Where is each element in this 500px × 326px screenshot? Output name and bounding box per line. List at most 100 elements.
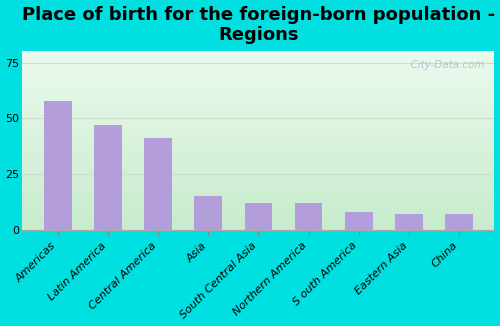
Bar bbox=[22, 199, 494, 200]
Bar bbox=[22, 132, 494, 133]
Bar bbox=[22, 54, 494, 55]
Bar bbox=[22, 210, 494, 211]
Bar bbox=[22, 174, 494, 175]
Bar bbox=[22, 121, 494, 122]
Bar bbox=[22, 168, 494, 169]
Bar bbox=[22, 108, 494, 109]
Bar bbox=[22, 149, 494, 150]
Bar bbox=[22, 177, 494, 178]
Bar bbox=[22, 122, 494, 123]
Bar bbox=[22, 96, 494, 97]
Bar bbox=[22, 77, 494, 78]
Bar bbox=[22, 181, 494, 182]
Bar bbox=[22, 219, 494, 220]
Bar bbox=[22, 70, 494, 71]
Bar bbox=[22, 163, 494, 164]
Bar bbox=[22, 166, 494, 167]
Bar bbox=[22, 55, 494, 56]
Bar bbox=[22, 118, 494, 119]
Bar bbox=[22, 217, 494, 218]
Bar bbox=[22, 175, 494, 176]
Bar bbox=[22, 59, 494, 60]
Bar bbox=[22, 73, 494, 74]
Bar bbox=[22, 188, 494, 189]
Bar bbox=[22, 83, 494, 84]
Bar bbox=[22, 189, 494, 190]
Bar bbox=[22, 110, 494, 111]
Bar bbox=[22, 120, 494, 121]
Bar bbox=[446, 214, 473, 230]
Bar bbox=[22, 183, 494, 184]
Bar bbox=[22, 74, 494, 75]
Bar bbox=[22, 137, 494, 138]
Bar bbox=[22, 117, 494, 118]
Bar bbox=[22, 172, 494, 173]
Bar bbox=[22, 148, 494, 149]
Title: Place of birth for the foreign-born population -
Regions: Place of birth for the foreign-born popu… bbox=[22, 6, 495, 44]
Bar bbox=[22, 98, 494, 99]
Bar bbox=[22, 90, 494, 91]
Bar bbox=[22, 100, 494, 101]
Bar bbox=[22, 191, 494, 192]
Bar bbox=[22, 129, 494, 130]
Bar bbox=[22, 87, 494, 88]
Bar bbox=[22, 196, 494, 197]
Bar bbox=[22, 81, 494, 82]
Bar bbox=[22, 128, 494, 129]
Bar bbox=[22, 215, 494, 216]
Bar bbox=[395, 214, 423, 230]
Bar bbox=[22, 75, 494, 76]
Bar bbox=[22, 69, 494, 70]
Bar bbox=[22, 151, 494, 152]
Bar bbox=[22, 220, 494, 221]
Bar bbox=[22, 53, 494, 54]
Bar bbox=[22, 225, 494, 226]
Bar bbox=[194, 197, 222, 230]
Bar bbox=[22, 86, 494, 87]
Bar bbox=[22, 112, 494, 113]
Bar bbox=[22, 146, 494, 147]
Bar bbox=[22, 140, 494, 141]
Bar bbox=[22, 113, 494, 114]
Bar bbox=[22, 197, 494, 198]
Bar bbox=[22, 76, 494, 77]
Bar bbox=[22, 58, 494, 59]
Bar bbox=[22, 208, 494, 209]
Bar bbox=[22, 209, 494, 210]
Bar bbox=[22, 218, 494, 219]
Bar bbox=[22, 138, 494, 139]
Bar bbox=[22, 92, 494, 93]
Bar bbox=[22, 223, 494, 224]
Bar bbox=[22, 206, 494, 207]
Bar bbox=[22, 207, 494, 208]
Bar bbox=[22, 95, 494, 96]
Bar bbox=[345, 212, 372, 230]
Bar bbox=[22, 141, 494, 142]
Bar bbox=[22, 67, 494, 68]
Bar bbox=[22, 101, 494, 102]
Bar bbox=[22, 115, 494, 116]
Bar bbox=[22, 134, 494, 135]
Bar bbox=[22, 133, 494, 134]
Bar bbox=[22, 109, 494, 110]
Bar bbox=[22, 157, 494, 158]
Bar bbox=[22, 102, 494, 103]
Bar bbox=[22, 60, 494, 61]
Bar bbox=[22, 125, 494, 126]
Bar bbox=[22, 65, 494, 66]
Bar bbox=[22, 222, 494, 223]
Bar bbox=[22, 135, 494, 136]
Bar bbox=[22, 61, 494, 62]
Bar bbox=[22, 103, 494, 104]
Bar bbox=[22, 107, 494, 108]
Bar bbox=[22, 57, 494, 58]
Bar bbox=[22, 91, 494, 92]
Bar bbox=[22, 93, 494, 94]
Bar bbox=[22, 63, 494, 64]
Bar bbox=[22, 176, 494, 177]
Bar bbox=[22, 71, 494, 72]
Bar bbox=[22, 84, 494, 85]
Bar bbox=[22, 56, 494, 57]
Bar bbox=[295, 203, 322, 230]
Bar bbox=[22, 211, 494, 212]
